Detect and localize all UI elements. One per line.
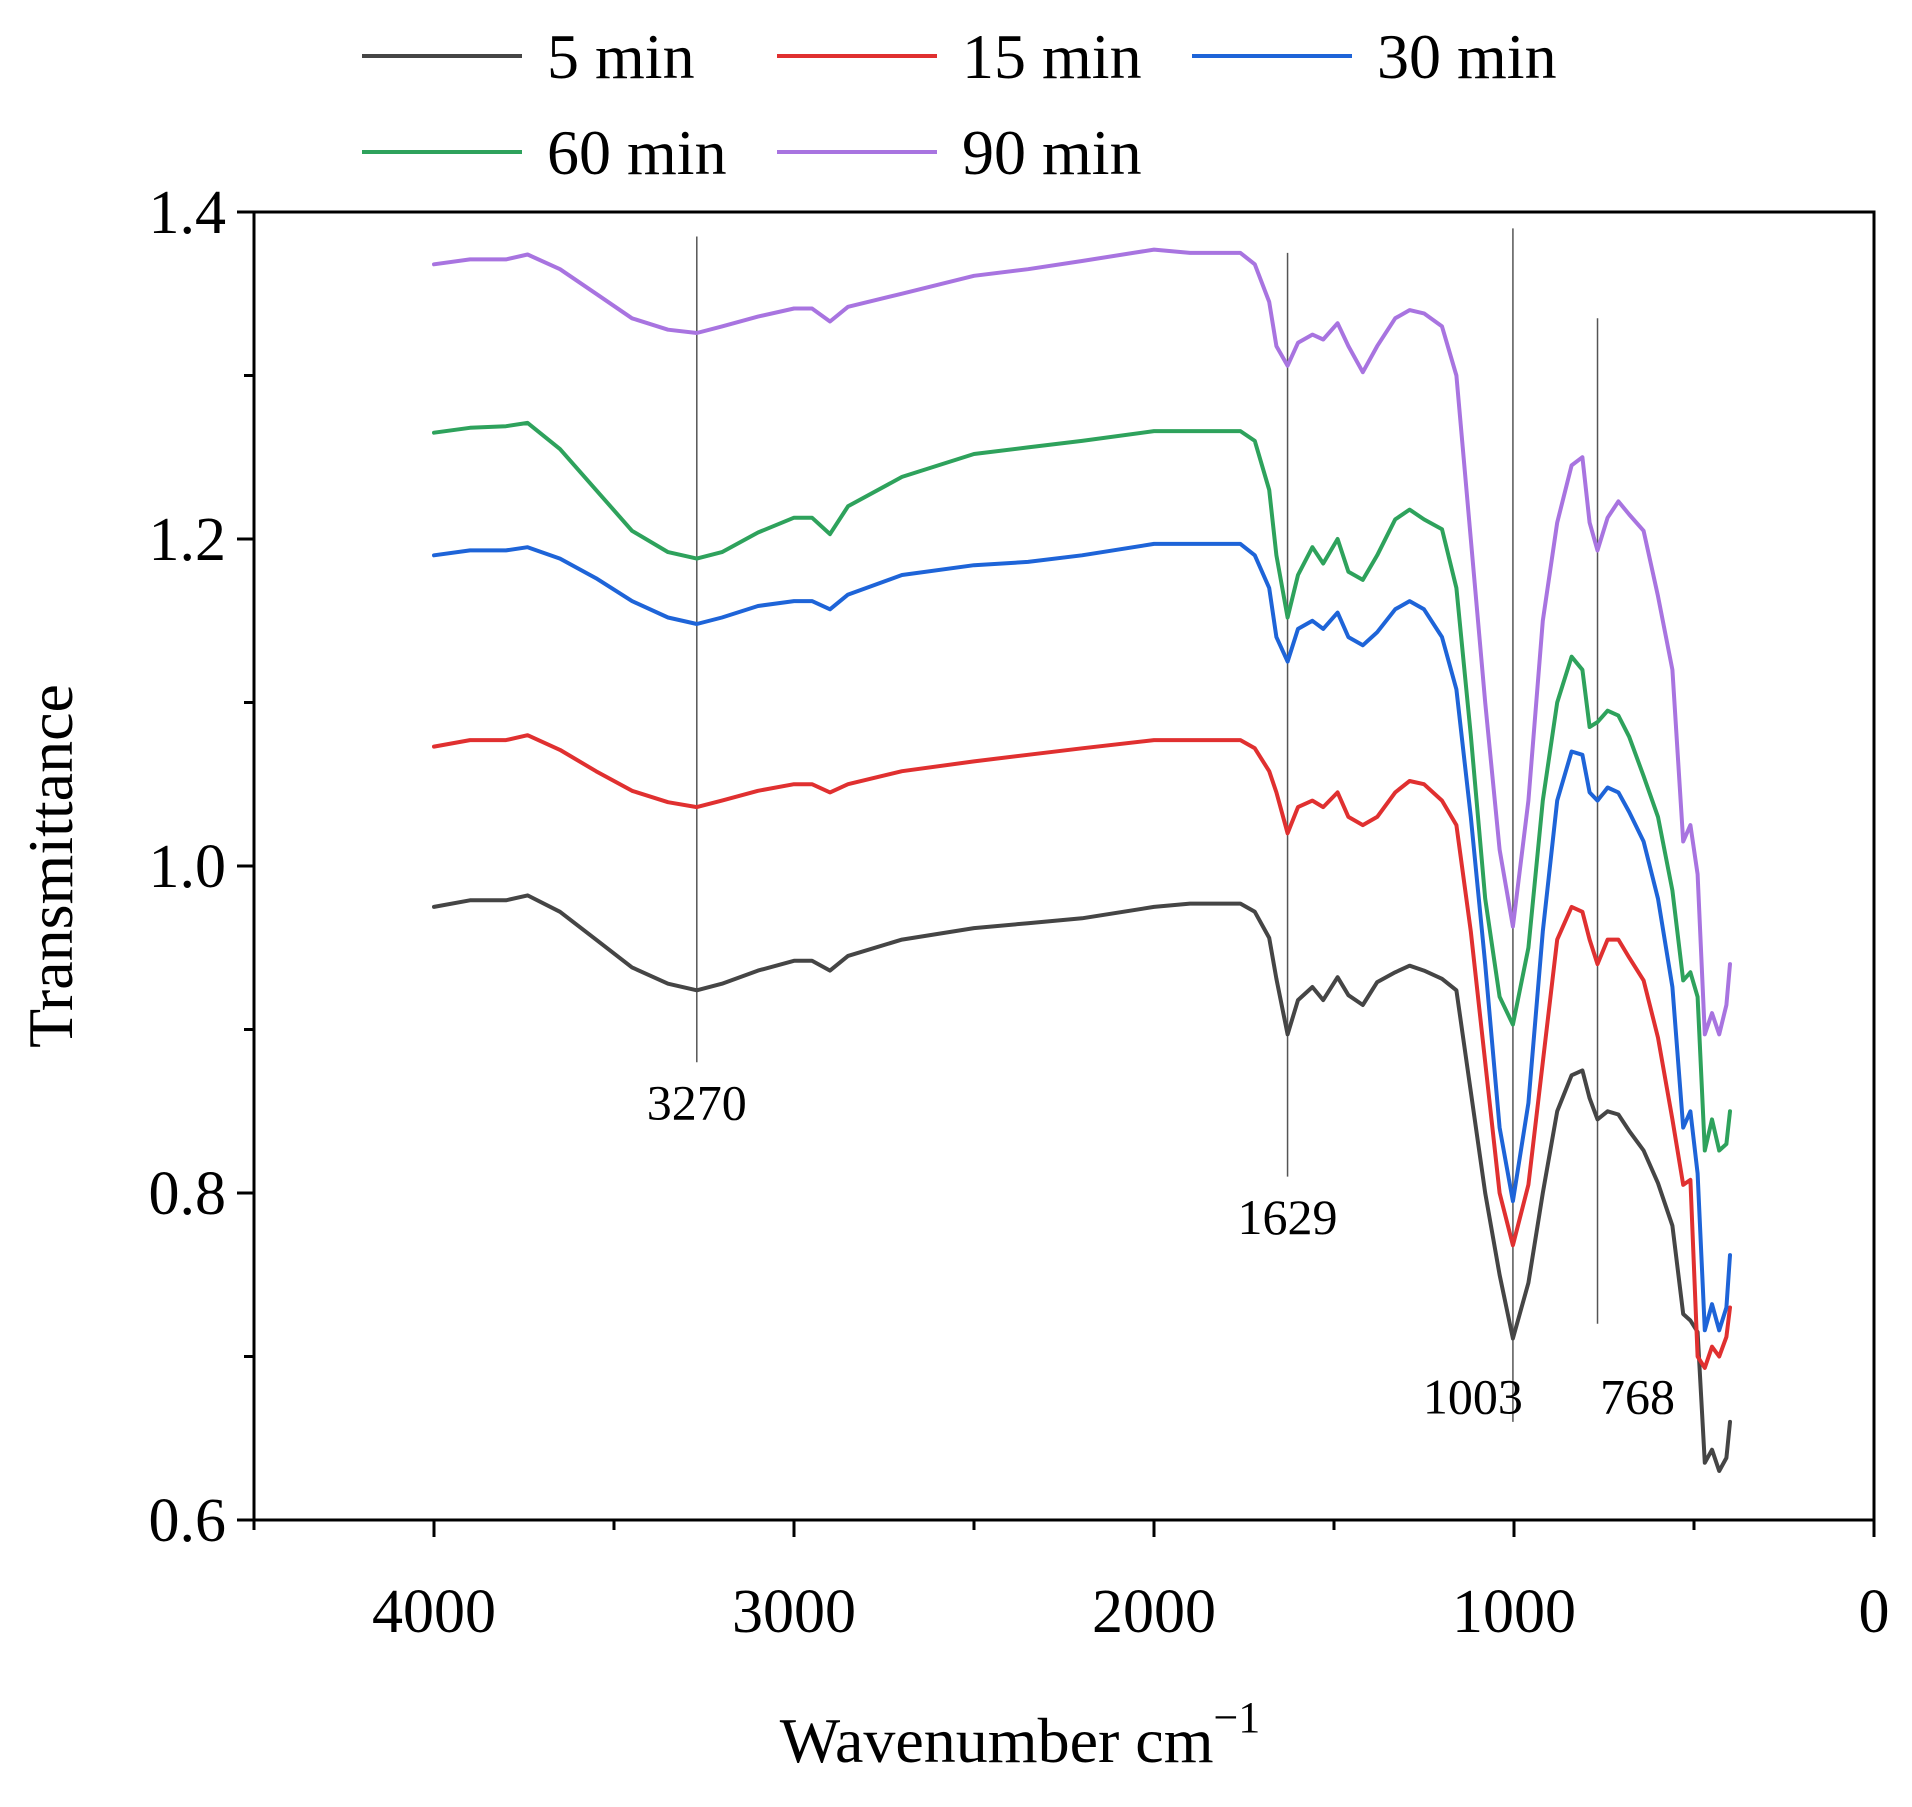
legend-label-60-min: 60 min (547, 117, 727, 188)
x-axis-title: Wavenumber cm−1 (780, 1693, 1261, 1776)
peak-label-3270: 3270 (647, 1074, 747, 1130)
legend-label-15-min: 15 min (962, 21, 1142, 92)
x-tick-label: 1000 (1452, 1578, 1576, 1646)
x-tick-label: 4000 (372, 1578, 496, 1646)
x-tick-label: 3000 (732, 1578, 856, 1646)
peak-label-1629: 1629 (1238, 1189, 1338, 1245)
peak-annotations: 3270 1629 1003 768 (647, 228, 1675, 1425)
x-axis-title-exponent: −1 (1213, 1693, 1260, 1742)
peak-label-768: 768 (1600, 1369, 1675, 1425)
y-tick-label: 0.6 (149, 1487, 227, 1555)
series-line-60-min (432, 420, 1732, 1153)
legend-label-30-min: 30 min (1377, 21, 1557, 92)
series-line-5-min (432, 893, 1732, 1473)
series-line-30-min (432, 541, 1732, 1333)
y-tick-label: 1.2 (149, 506, 227, 574)
x-axis: 4000 3000 2000 1000 0 (252, 1520, 1890, 1646)
peak-label-1003: 1003 (1423, 1369, 1523, 1425)
series-line-90-min (432, 247, 1732, 1037)
y-axis-title: Transmittance (15, 684, 86, 1048)
y-tick-label: 0.8 (149, 1160, 227, 1228)
series-line-15-min (432, 733, 1732, 1370)
legend-label-90-min: 90 min (962, 117, 1142, 188)
x-tick-label: 0 (1859, 1578, 1890, 1646)
y-tick-label: 1.0 (149, 833, 227, 901)
x-tick-label: 2000 (1092, 1578, 1216, 1646)
y-tick-label: 1.4 (149, 179, 227, 247)
legend: 5 min 15 min 30 min 60 min 90 min (362, 21, 1557, 188)
legend-label-5-min: 5 min (547, 21, 695, 92)
y-axis: 0.6 0.8 1.0 1.2 1.4 (149, 179, 254, 1555)
data-series (432, 247, 1732, 1473)
x-axis-title-main: Wavenumber cm (780, 1705, 1214, 1776)
